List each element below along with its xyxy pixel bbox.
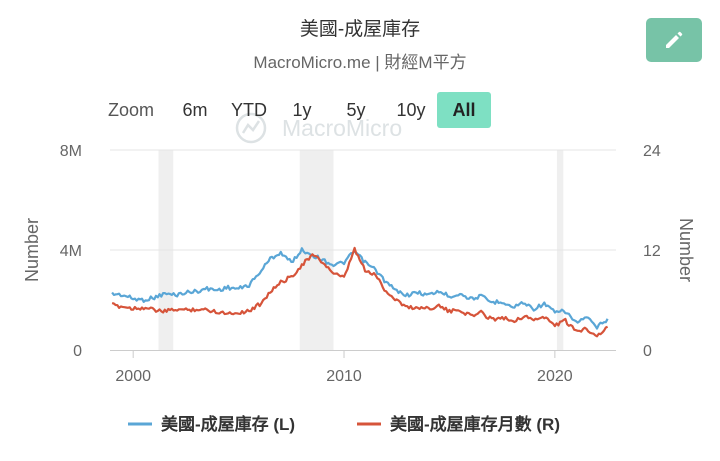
right-axis-tick-label: 12 xyxy=(643,243,661,260)
watermark: MacroMicro xyxy=(235,112,402,144)
zoom-button-label: 10y xyxy=(396,100,425,120)
gridlines xyxy=(110,149,616,251)
zoom-button-active-bg xyxy=(437,92,491,128)
zoom-button-10y[interactable]: 10y xyxy=(389,93,433,127)
zoom-button-label: 1y xyxy=(292,100,311,120)
zoom-toolbar: Zoom 6m YTD 1y 5y 10y xyxy=(108,92,491,128)
series-lines xyxy=(111,246,609,338)
zoom-button-1y[interactable]: 1y xyxy=(283,93,321,127)
left-axis-tick-label: 4M xyxy=(60,243,82,260)
series-line-right xyxy=(111,246,609,338)
left-axis-title: Number xyxy=(22,218,42,282)
zoom-button-6m[interactable]: 6m xyxy=(173,93,217,127)
legend-label: 美國-成屋庫存月數 (R) xyxy=(390,414,560,434)
legend-label: 美國-成屋庫存 (L) xyxy=(161,414,295,434)
watermark-logo-icon xyxy=(235,112,267,144)
zoom-label: Zoom xyxy=(108,100,154,120)
chart-subtitle: MacroMicro.me | 財經M平方 xyxy=(253,53,467,72)
pencil-icon xyxy=(666,31,683,48)
x-axis-tick-label: 2000 xyxy=(115,368,151,385)
zoom-button-label: YTD xyxy=(231,100,267,120)
edit-button[interactable] xyxy=(646,18,702,62)
x-axis-tick-label: 2020 xyxy=(537,368,573,385)
left-axis-tick-label: 8M xyxy=(60,143,82,160)
zoom-button-label: All xyxy=(452,100,475,120)
zoom-button-5y[interactable]: 5y xyxy=(337,93,375,127)
watermark-text: MacroMicro xyxy=(282,115,402,141)
right-axis-tick-label: 0 xyxy=(643,343,652,360)
zoom-button-ytd[interactable]: YTD xyxy=(223,93,275,127)
legend: 美國-成屋庫存 (L) 美國-成屋庫存月數 (R) xyxy=(128,414,560,434)
legend-item-left-series[interactable]: 美國-成屋庫存 (L) xyxy=(128,414,295,434)
series-line-left xyxy=(111,247,609,330)
right-axis-tick-label: 24 xyxy=(643,143,661,160)
zoom-button-all[interactable]: All xyxy=(437,92,491,128)
zoom-button-label: 5y xyxy=(346,100,365,120)
left-axis-tick-label: 0 xyxy=(73,343,82,360)
chart-title: 美國-成屋庫存 xyxy=(299,19,421,40)
right-axis-title: Number xyxy=(676,218,696,282)
axes: Number Number 0 0 4M 12 8M 24 2000 2010 2020 xyxy=(22,143,696,385)
legend-item-right-series[interactable]: 美國-成屋庫存月數 (R) xyxy=(357,414,560,434)
x-axis-tick-label: 2010 xyxy=(326,368,362,385)
zoom-button-label: 6m xyxy=(182,100,207,120)
